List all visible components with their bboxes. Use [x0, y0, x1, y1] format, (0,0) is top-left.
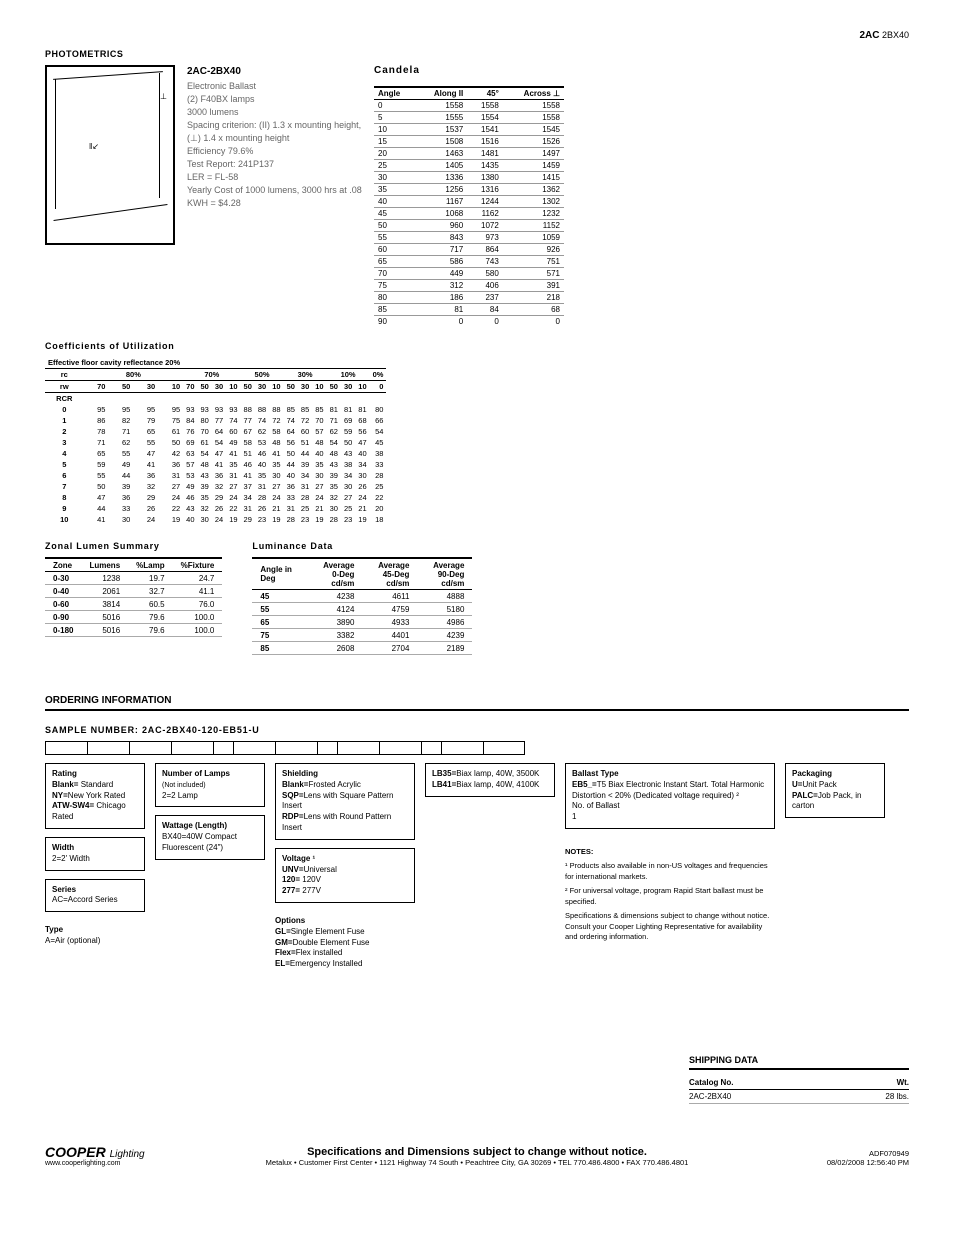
candela-block: Candela AngleAlong II45°Across ⊥ 0155815…	[374, 65, 564, 327]
shipping-title: SHIPPING DATA	[689, 1055, 909, 1070]
box-numlamps: Number of Lamps(Not included)2=2 Lamp	[155, 763, 265, 807]
zls-table: ZoneLumens%Lamp%Fixture0-30123819.724.70…	[45, 557, 222, 637]
notes: NOTES: ¹ Products also available in non-…	[565, 847, 775, 947]
box-rating: RatingBlank= StandardNY=New York RatedAT…	[45, 763, 145, 829]
top-section: ⊥ ‖↙ 2AC-2BX40 Electronic Ballast(2) F40…	[45, 65, 909, 327]
product-lines: Electronic Ballast(2) F40BX lamps3000 lu…	[187, 80, 362, 210]
footer-right: ADF070949 08/02/2008 12:56:40 PM	[769, 1149, 909, 1167]
lum-table: Angle in DegAverage 0-Deg cd/smAverage 4…	[252, 557, 472, 655]
footer-logo: COOPER Lighting www.cooperlighting.com	[45, 1144, 185, 1167]
shipping-section: SHIPPING DATA Catalog No.Wt.2AC-2BX4028 …	[45, 1055, 909, 1104]
ordering-title: ORDERING INFORMATION	[45, 695, 909, 711]
sample-number: SAMPLE NUMBER: 2AC-2BX40-120-EB51-U	[45, 725, 909, 735]
cu-block: Coefficients of Utilization Effective fl…	[45, 341, 909, 525]
ordering-section: ORDERING INFORMATION SAMPLE NUMBER: 2AC-…	[45, 695, 909, 975]
box-type: TypeA=Air (optional)	[45, 920, 145, 952]
fixture-diagram: ⊥ ‖↙	[45, 65, 175, 245]
footer-center: Specifications and Dimensions subject to…	[185, 1146, 769, 1167]
box-series: SeriesAC=Accord Series	[45, 879, 145, 913]
box-ballast: Ballast TypeEB5_=T5 Biax Electronic Inst…	[565, 763, 775, 829]
zls-block: Zonal Lumen Summary ZoneLumens%Lamp%Fixt…	[45, 541, 222, 655]
box-shielding: ShieldingBlank=Frosted AcrylicSQP=Lens w…	[275, 763, 415, 840]
product-info: 2AC-2BX40 Electronic Ballast(2) F40BX la…	[187, 65, 362, 327]
zls-title: Zonal Lumen Summary	[45, 541, 222, 551]
page-sub: 2BX40	[882, 30, 909, 40]
candela-table: AngleAlong II45°Across ⊥ 015581558155851…	[374, 86, 564, 327]
box-wattage: Wattage (Length)BX40=40W Compact Fluores…	[155, 815, 265, 859]
shipping-table: Catalog No.Wt.2AC-2BX4028 lbs.	[689, 1076, 909, 1104]
footer: COOPER Lighting www.cooperlighting.com S…	[45, 1144, 909, 1167]
lum-title: Luminance Data	[252, 541, 472, 551]
model-number: 2AC-2BX40	[187, 65, 362, 80]
cu-title: Coefficients of Utilization	[45, 341, 909, 351]
photometrics-title: PHOTOMETRICS	[45, 49, 909, 59]
cu-table: Effective floor cavity reflectance 20%rc…	[45, 357, 386, 525]
order-grid: RatingBlank= StandardNY=New York RatedAT…	[45, 763, 909, 975]
candela-title: Candela	[374, 65, 564, 76]
box-width: Width2=2' Width	[45, 837, 145, 871]
box-options: OptionsGL=Single Element FuseGM=Double E…	[275, 911, 415, 975]
sample-slots	[45, 741, 909, 755]
page-code: 2AC	[859, 30, 879, 41]
lum-block: Luminance Data Angle in DegAverage 0-Deg…	[252, 541, 472, 655]
summary-row: Zonal Lumen Summary ZoneLumens%Lamp%Fixt…	[45, 541, 909, 655]
box-packaging: PackagingU=Unit PackPALC=Job Pack, in ca…	[785, 763, 885, 818]
box-voltage: Voltage ¹UNV=Universal120= 120V277= 277V	[275, 848, 415, 903]
page-header: 2AC 2BX40	[45, 30, 909, 41]
box-lamp: LB35=Biax lamp, 40W, 3500KLB41=Biax lamp…	[425, 763, 555, 797]
